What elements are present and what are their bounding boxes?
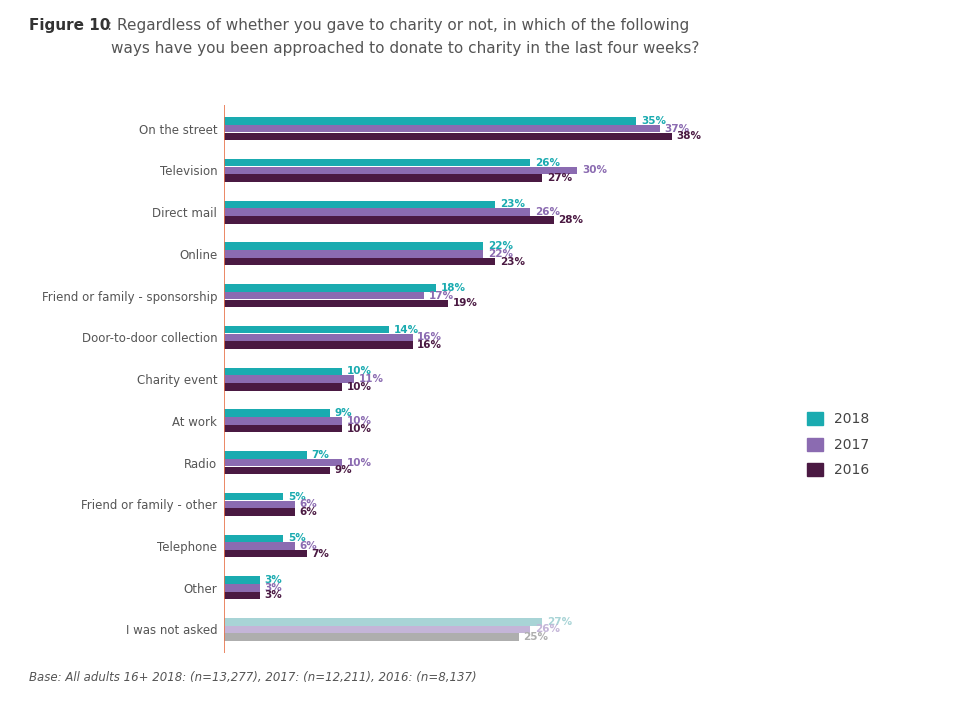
Text: 7%: 7% <box>311 549 329 559</box>
Text: 26%: 26% <box>535 625 559 635</box>
Text: 16%: 16% <box>416 332 442 343</box>
Text: 30%: 30% <box>581 166 606 176</box>
Bar <box>224 542 294 550</box>
Text: 19%: 19% <box>452 298 476 308</box>
Bar <box>224 258 495 265</box>
Bar <box>224 333 412 341</box>
Text: 7%: 7% <box>311 450 329 460</box>
Text: 27%: 27% <box>546 173 571 183</box>
Bar <box>224 459 341 466</box>
Text: 11%: 11% <box>358 374 383 384</box>
Text: 10%: 10% <box>346 416 372 426</box>
Bar <box>224 576 259 584</box>
Text: 14%: 14% <box>394 324 418 335</box>
Bar <box>224 625 530 633</box>
Text: 23%: 23% <box>499 199 524 209</box>
Bar <box>224 633 518 641</box>
Text: 18%: 18% <box>440 283 465 293</box>
Text: 37%: 37% <box>664 124 689 133</box>
Bar <box>224 166 577 174</box>
Text: 9%: 9% <box>335 408 352 418</box>
Text: 10%: 10% <box>346 366 372 376</box>
Text: : Regardless of whether you gave to charity or not, in which of the following: : Regardless of whether you gave to char… <box>107 18 688 32</box>
Bar <box>224 125 659 133</box>
Text: 35%: 35% <box>640 116 665 126</box>
Text: 3%: 3% <box>264 583 282 592</box>
Bar <box>224 159 530 166</box>
Text: 28%: 28% <box>558 215 583 225</box>
Text: 23%: 23% <box>499 257 524 267</box>
Text: 10%: 10% <box>346 458 372 468</box>
Bar <box>224 341 412 349</box>
Bar <box>224 534 283 542</box>
Bar <box>224 133 671 140</box>
Bar <box>224 592 259 600</box>
Text: 17%: 17% <box>429 291 454 300</box>
Bar <box>224 584 259 592</box>
Bar <box>224 250 482 258</box>
Bar <box>224 550 306 557</box>
Text: 3%: 3% <box>264 575 282 585</box>
Text: 3%: 3% <box>264 590 282 600</box>
Bar <box>224 292 424 299</box>
Bar <box>224 326 389 333</box>
Bar <box>224 300 447 307</box>
Text: 16%: 16% <box>416 340 442 350</box>
Bar <box>224 417 341 425</box>
Text: 22%: 22% <box>487 241 513 251</box>
Bar <box>224 501 294 508</box>
Text: 6%: 6% <box>299 499 317 509</box>
Bar <box>224 409 330 417</box>
Text: 6%: 6% <box>299 507 317 517</box>
Bar <box>224 618 541 625</box>
Text: 10%: 10% <box>346 423 372 434</box>
Bar <box>224 493 283 501</box>
Bar <box>224 284 436 291</box>
Bar <box>224 216 554 224</box>
Bar <box>224 467 330 474</box>
Bar <box>224 201 495 208</box>
Text: 5%: 5% <box>288 534 305 543</box>
Bar <box>224 425 341 432</box>
Text: Figure 10: Figure 10 <box>29 18 110 32</box>
Bar <box>224 451 306 458</box>
Text: ways have you been approached to donate to charity in the last four weeks?: ways have you been approached to donate … <box>111 41 699 55</box>
Legend: 2018, 2017, 2016: 2018, 2017, 2016 <box>805 412 869 477</box>
Text: 9%: 9% <box>335 465 352 475</box>
Text: 25%: 25% <box>522 633 548 642</box>
Text: 6%: 6% <box>299 541 317 551</box>
Bar <box>224 368 341 375</box>
Bar <box>224 174 541 182</box>
Text: 5%: 5% <box>288 491 305 501</box>
Bar <box>224 508 294 516</box>
Bar <box>224 383 341 390</box>
Bar <box>224 376 354 383</box>
Text: 26%: 26% <box>535 207 559 217</box>
Text: Base: All adults 16+ 2018: (n=13,277), 2017: (n=12,211), 2016: (n=8,137): Base: All adults 16+ 2018: (n=13,277), 2… <box>29 671 476 684</box>
Text: 26%: 26% <box>535 158 559 168</box>
Text: 22%: 22% <box>487 249 513 259</box>
Bar <box>224 208 530 216</box>
Text: 10%: 10% <box>346 382 372 392</box>
Bar <box>224 117 636 125</box>
Text: 38%: 38% <box>676 131 700 141</box>
Bar <box>224 242 482 250</box>
Text: 27%: 27% <box>546 617 571 627</box>
